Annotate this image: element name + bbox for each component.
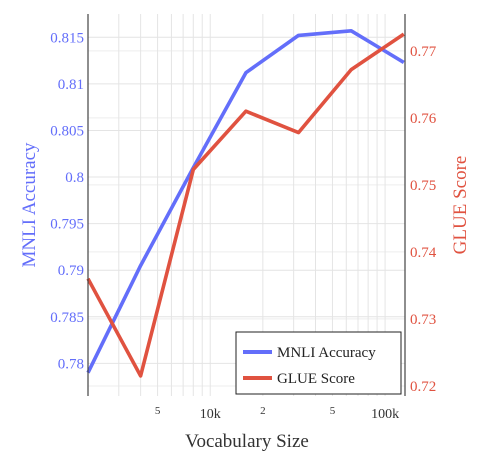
y-left-axis-title: MNLI Accuracy [19, 142, 40, 268]
x-axis-title: Vocabulary Size [185, 431, 309, 452]
y-right-tick-label: 0.72 [410, 379, 436, 395]
y-left-tick-label: 0.8 [65, 170, 84, 186]
y-right-tick-label: 0.76 [410, 111, 437, 127]
y-right-tick-label: 0.77 [410, 44, 437, 60]
y-left-tick-label: 0.785 [50, 310, 84, 326]
series-line-1 [86, 32, 405, 378]
y-left-tick-label: 0.795 [50, 217, 84, 233]
y-right-tick-label: 0.74 [410, 245, 437, 261]
axes [87, 14, 406, 396]
y-left-tick-label: 0.81 [58, 77, 84, 93]
legend-label-glue: GLUE Score [277, 371, 355, 387]
y-right-tick-label: 0.75 [410, 178, 436, 194]
y-right-tick-label: 0.73 [410, 312, 436, 328]
y-left-tick-label: 0.815 [50, 30, 84, 46]
legend-label-mnli: MNLI Accuracy [277, 345, 376, 361]
y-right-axis-title: GLUE Score [450, 156, 471, 255]
x-tick-label: 5 [330, 405, 336, 417]
tick-labels: 0.78 0.785 0.79 0.795 0.8 0.805 0.81 0.815 0.72 0… [50, 30, 437, 422]
y-left-tick-label: 0.78 [58, 356, 84, 372]
x-tick-label: 100k [371, 407, 399, 422]
y-left-tick-label: 0.805 [50, 123, 84, 139]
legend: MNLI Accuracy GLUE Score [235, 331, 402, 395]
series-line-0 [86, 28, 405, 374]
x-tick-label: 5 [155, 405, 161, 417]
series-lines [86, 28, 405, 378]
y-left-tick-label: 0.79 [58, 263, 84, 279]
x-tick-label: 2 [260, 405, 266, 417]
legend-box [235, 331, 402, 395]
x-tick-label: 10k [200, 407, 221, 422]
